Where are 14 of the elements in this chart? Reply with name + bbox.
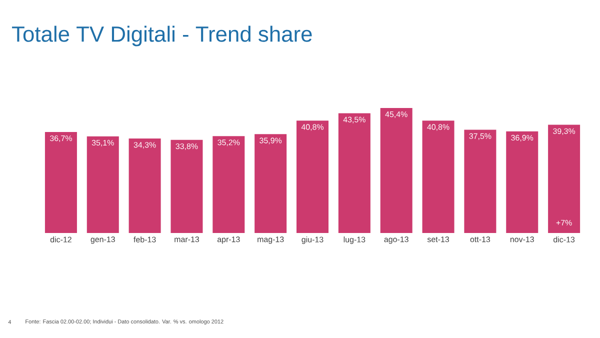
bar bbox=[170, 140, 203, 233]
bar bbox=[548, 124, 580, 233]
bar bbox=[254, 134, 287, 233]
bar bbox=[296, 120, 329, 233]
bar bbox=[338, 113, 370, 233]
bar bbox=[464, 130, 496, 233]
bar bbox=[128, 138, 161, 233]
bar bbox=[212, 136, 245, 233]
bar bbox=[380, 108, 412, 233]
bar bbox=[422, 120, 454, 233]
chart-title: Totale TV Digitali - Trend share bbox=[12, 26, 312, 46]
bar bbox=[44, 132, 77, 233]
bar bbox=[86, 136, 119, 233]
bar bbox=[506, 131, 538, 233]
